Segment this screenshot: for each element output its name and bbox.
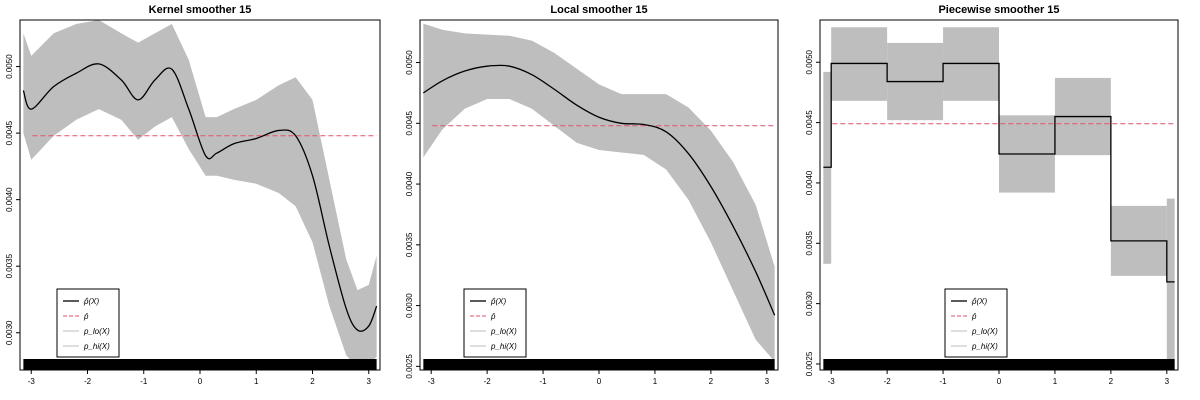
- chart-panel-3: Piecewise smoother 15 -3 -2 -1 0 1 2 3 0.0025 0.0…: [805, 4, 1179, 386]
- x-tick-label: 2: [310, 377, 315, 386]
- y-tick-label: 0.0035: [5, 253, 14, 278]
- x-tick-label: -2: [84, 377, 92, 386]
- x-tick-label: 2: [1109, 377, 1114, 386]
- legend-item-lower-label: p_lo(X): [971, 327, 998, 336]
- x-tick-label: 0: [198, 377, 203, 386]
- estimate-line: [423, 64, 776, 316]
- legend-item-estimate-label: p̂(X): [490, 297, 506, 306]
- legend: p̂(X) p̄ p_lo(X) p_hi(X): [463, 288, 527, 358]
- x-tick-label: 2: [709, 377, 714, 386]
- x-tick-label: 1: [1053, 377, 1058, 386]
- confidence-band-segment: [1166, 198, 1175, 368]
- x-tick-label: -2: [484, 377, 492, 386]
- x-tick-label: -3: [828, 377, 836, 386]
- x-tick-label: -2: [884, 377, 892, 386]
- legend-item-upper-label: p_hi(X): [83, 342, 110, 351]
- y-tick-label: 0.0030: [805, 291, 814, 316]
- legend-item-upper-label: p_hi(X): [490, 342, 517, 351]
- y-tick-label: 0.0045: [5, 120, 14, 145]
- chart-panel-1: Kernel smoother 15 -3 -2 -1 0 1 2 3 0.0030 0.0035…: [5, 4, 381, 386]
- x-tick-label: 3: [1165, 377, 1170, 386]
- x-tick-label: 1: [254, 377, 259, 386]
- x-tick-label: 1: [653, 377, 658, 386]
- estimate-line: [22, 63, 378, 332]
- y-tick-label: 0.0025: [405, 354, 414, 379]
- legend-item-lower-label: p_lo(X): [490, 327, 517, 336]
- x-tick-label: -1: [940, 377, 948, 386]
- data-rug: [23, 359, 377, 370]
- y-tick-label: 0.0025: [805, 351, 814, 376]
- y-tick-label: 0.0035: [805, 230, 814, 255]
- confidence-band: [23, 20, 377, 368]
- x-tick-label: 0: [597, 377, 602, 386]
- x-tick-label: 3: [367, 377, 372, 386]
- chart-title: Piecewise smoother 15: [938, 4, 1059, 16]
- legend-item-mean-label: p̄: [83, 312, 89, 321]
- y-tick-label: 0.0040: [405, 171, 414, 196]
- confidence-band: [423, 23, 775, 362]
- y-tick-label: 0.0050: [805, 49, 814, 74]
- legend: p̂(X) p̄ p_lo(X) p_hi(X): [56, 288, 120, 358]
- chart-title: Local smoother 15: [550, 4, 647, 16]
- y-tick-label: 0.0045: [805, 110, 814, 135]
- legend-item-lower-label: p_lo(X): [83, 327, 110, 336]
- x-tick-label: -1: [540, 377, 548, 386]
- x-tick-label: -3: [28, 377, 36, 386]
- y-tick-label: 0.0035: [405, 232, 414, 257]
- legend: p̂(X) p̄ p_lo(X) p_hi(X): [944, 288, 1008, 358]
- x-tick-label: -1: [140, 377, 148, 386]
- y-tick-label: 0.0040: [805, 170, 814, 195]
- y-tick-label: 0.0030: [5, 320, 14, 345]
- data-rug: [823, 359, 1175, 370]
- legend-item-estimate-label: p̂(X): [971, 297, 987, 306]
- chart-title: Kernel smoother 15: [149, 4, 252, 16]
- y-tick-label: 0.0030: [405, 293, 414, 318]
- x-tick-label: 0: [997, 377, 1002, 386]
- estimate-line: [823, 62, 1175, 283]
- legend-item-upper-label: p_hi(X): [971, 342, 998, 351]
- chart-panel-2: Local smoother 15 -3 -2 -1 0 1 2 3 0.0025 0.0030 0…: [405, 4, 779, 386]
- y-tick-label: 0.0045: [405, 111, 414, 136]
- y-tick-label: 0.0050: [5, 54, 14, 79]
- y-tick-label: 0.0040: [5, 187, 14, 212]
- legend-item-mean-label: p̄: [971, 312, 977, 321]
- legend-item-estimate-label: p̂(X): [83, 297, 99, 306]
- y-tick-label: 0.0050: [405, 50, 414, 75]
- x-tick-label: -3: [428, 377, 436, 386]
- data-rug: [423, 359, 775, 370]
- x-tick-label: 3: [765, 377, 770, 386]
- legend-item-mean-label: p̄: [490, 312, 496, 321]
